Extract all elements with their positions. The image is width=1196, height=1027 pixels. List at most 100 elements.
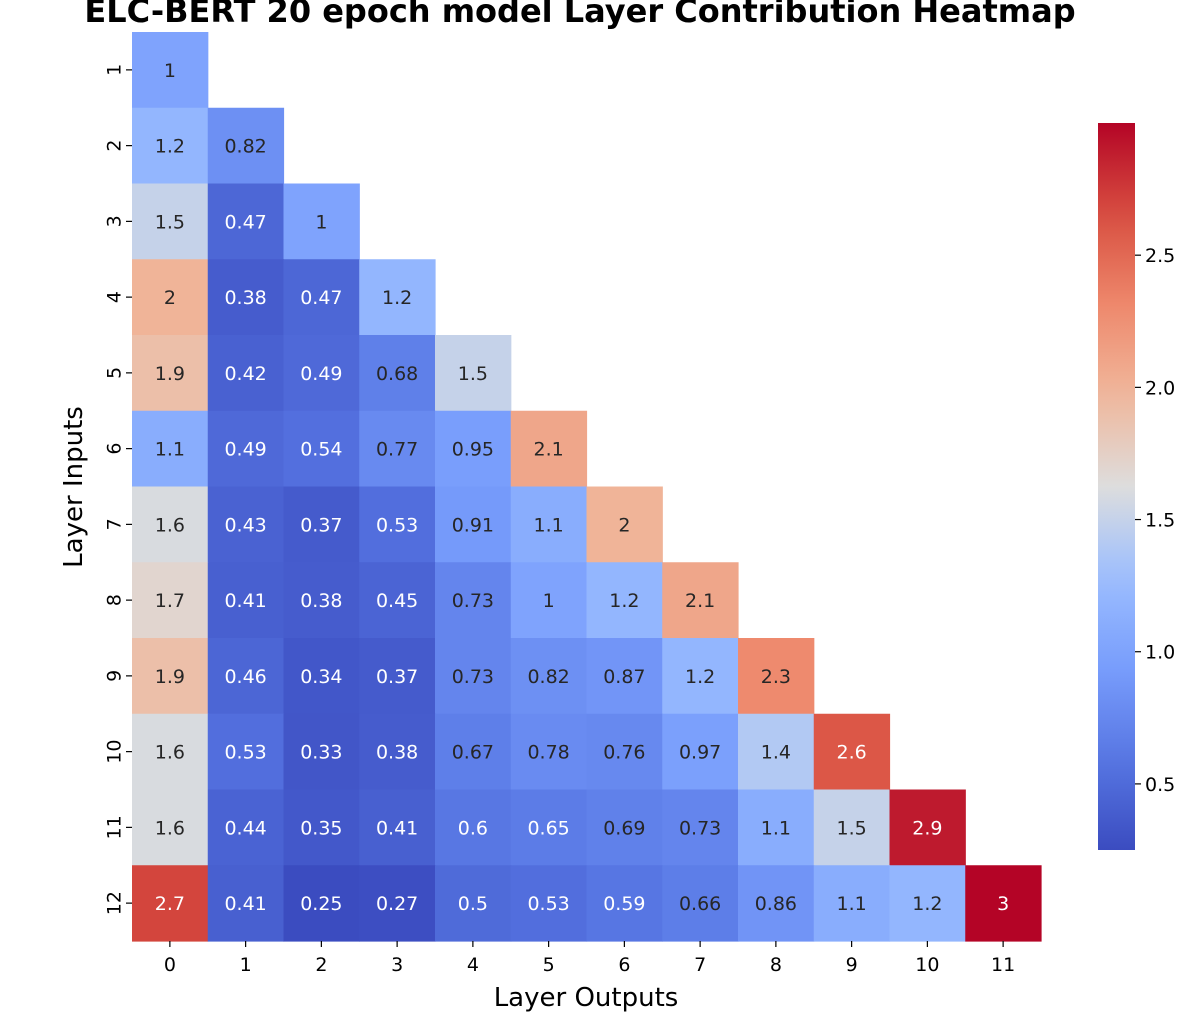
cell-value-label: 0.42 bbox=[224, 363, 266, 385]
colorbar-tick-label: 2.0 bbox=[1145, 377, 1175, 399]
cell-value-label: 2.1 bbox=[534, 439, 564, 461]
heatmap-cell bbox=[207, 713, 285, 791]
heatmap-cell bbox=[283, 713, 360, 791]
heatmap-cell bbox=[132, 713, 209, 791]
heatmap-cell bbox=[283, 865, 360, 942]
heatmap-cell bbox=[889, 865, 966, 942]
cell-value-label: 0.6 bbox=[458, 817, 488, 839]
cell-value-label: 0.47 bbox=[224, 211, 266, 233]
heatmap-cell bbox=[435, 562, 512, 639]
heatmap-cell bbox=[283, 562, 360, 639]
heatmap-cell bbox=[510, 638, 588, 715]
y-tick-label: 5 bbox=[104, 367, 126, 379]
heatmap-cell bbox=[662, 562, 739, 639]
heatmap-cell bbox=[132, 789, 209, 866]
heatmap-cells bbox=[132, 32, 1042, 942]
heatmap-cell bbox=[359, 486, 436, 563]
colorbar bbox=[1098, 123, 1135, 850]
heatmap-cell bbox=[738, 638, 815, 715]
x-tick-label: 4 bbox=[467, 954, 479, 976]
cell-value-label: 0.38 bbox=[376, 742, 418, 764]
heatmap-cell bbox=[813, 865, 891, 942]
cell-value-label: 2 bbox=[618, 514, 630, 536]
cell-value-label: 0.41 bbox=[224, 893, 266, 915]
colorbar-ticks: 0.5 1.0 1.5 2.0 2.5 bbox=[1135, 245, 1175, 796]
heatmap-cell bbox=[359, 865, 436, 942]
cell-value-label: 1.5 bbox=[837, 817, 867, 839]
heatmap-cell bbox=[738, 789, 815, 866]
cell-value-label: 0.91 bbox=[452, 514, 494, 536]
heatmap-cell bbox=[435, 335, 512, 412]
cell-value-label: 2.9 bbox=[912, 817, 942, 839]
cell-value-label: 0.41 bbox=[224, 590, 266, 612]
cell-value-label: 1 bbox=[543, 590, 555, 612]
cell-value-label: 1.9 bbox=[155, 666, 185, 688]
heatmap-cell bbox=[662, 789, 739, 866]
cell-value-label: 0.35 bbox=[300, 817, 342, 839]
cell-value-label: 0.47 bbox=[300, 287, 342, 309]
cell-value-label: 1.2 bbox=[155, 136, 185, 158]
heatmap-cell bbox=[435, 410, 512, 488]
cell-value-label: 0.82 bbox=[224, 136, 266, 158]
heatmap-cell bbox=[435, 865, 512, 942]
y-tick-label: 10 bbox=[104, 740, 126, 764]
heatmap-cell bbox=[207, 259, 285, 336]
cell-value-label: 1.5 bbox=[155, 211, 185, 233]
cell-value-label: 0.67 bbox=[452, 742, 494, 764]
cell-value-label: 0.43 bbox=[224, 514, 266, 536]
heatmap-cell bbox=[207, 865, 285, 942]
cell-value-label: 0.95 bbox=[452, 439, 494, 461]
colorbar-tick-label: 2.5 bbox=[1145, 245, 1175, 267]
heatmap-cell bbox=[662, 638, 739, 715]
heatmap-cell bbox=[132, 259, 209, 336]
heatmap-cell-labels: 1 1.2 0.82 1.5 0.47 1 2 0.38 0.47 1.2 1.9 0.42 0.49 0… bbox=[155, 60, 1009, 915]
cell-value-label: 1.6 bbox=[155, 817, 185, 839]
heatmap-cell bbox=[662, 713, 739, 791]
y-tick-label: 12 bbox=[104, 891, 126, 915]
heatmap-cell bbox=[132, 183, 209, 260]
cell-value-label: 0.33 bbox=[300, 742, 342, 764]
cell-value-label: 1.6 bbox=[155, 742, 185, 764]
cell-value-label: 0.87 bbox=[603, 666, 645, 688]
cell-value-label: 1.5 bbox=[458, 363, 488, 385]
heatmap-cell bbox=[359, 562, 436, 639]
heatmap-cell bbox=[132, 865, 209, 942]
cell-value-label: 0.97 bbox=[679, 742, 721, 764]
heatmap-cell bbox=[586, 713, 663, 791]
heatmap-cell bbox=[359, 410, 436, 488]
heatmap-cell bbox=[132, 335, 209, 412]
heatmap-cell bbox=[510, 713, 588, 791]
x-tick-label: 6 bbox=[618, 954, 630, 976]
heatmap-cell bbox=[359, 259, 436, 336]
x-tick-label: 1 bbox=[240, 954, 252, 976]
heatmap-cell bbox=[283, 183, 360, 260]
heatmap-cell bbox=[283, 638, 360, 715]
cell-value-label: 0.76 bbox=[603, 742, 645, 764]
cell-value-label: 0.25 bbox=[300, 893, 342, 915]
heatmap-cell bbox=[510, 865, 588, 942]
heatmap-cell bbox=[207, 107, 285, 185]
cell-value-label: 1.1 bbox=[761, 817, 791, 839]
heatmap-cell bbox=[586, 789, 663, 866]
cell-value-label: 0.34 bbox=[300, 666, 342, 688]
heatmap-cell bbox=[283, 259, 360, 336]
heatmap-cell bbox=[207, 183, 285, 260]
cell-value-label: 0.53 bbox=[376, 514, 418, 536]
cell-value-label: 0.49 bbox=[224, 439, 266, 461]
cell-value-label: 0.27 bbox=[376, 893, 418, 915]
x-tick-label: 10 bbox=[915, 954, 939, 976]
heatmap-cell bbox=[359, 713, 436, 791]
y-tick-label: 7 bbox=[104, 518, 126, 530]
x-tick-label: 7 bbox=[694, 954, 706, 976]
cell-value-label: 0.45 bbox=[376, 590, 418, 612]
chart-title: ELC-BERT 20 epoch model Layer Contributi… bbox=[84, 0, 1075, 30]
cell-value-label: 1.1 bbox=[837, 893, 867, 915]
heatmap-cell bbox=[586, 486, 663, 563]
heatmap-cell bbox=[435, 713, 512, 791]
cell-value-label: 2.6 bbox=[837, 742, 867, 764]
cell-value-label: 0.53 bbox=[224, 742, 266, 764]
x-axis-label: Layer Outputs bbox=[494, 983, 679, 1013]
cell-value-label: 0.86 bbox=[755, 893, 797, 915]
heatmap-cell bbox=[207, 789, 285, 866]
